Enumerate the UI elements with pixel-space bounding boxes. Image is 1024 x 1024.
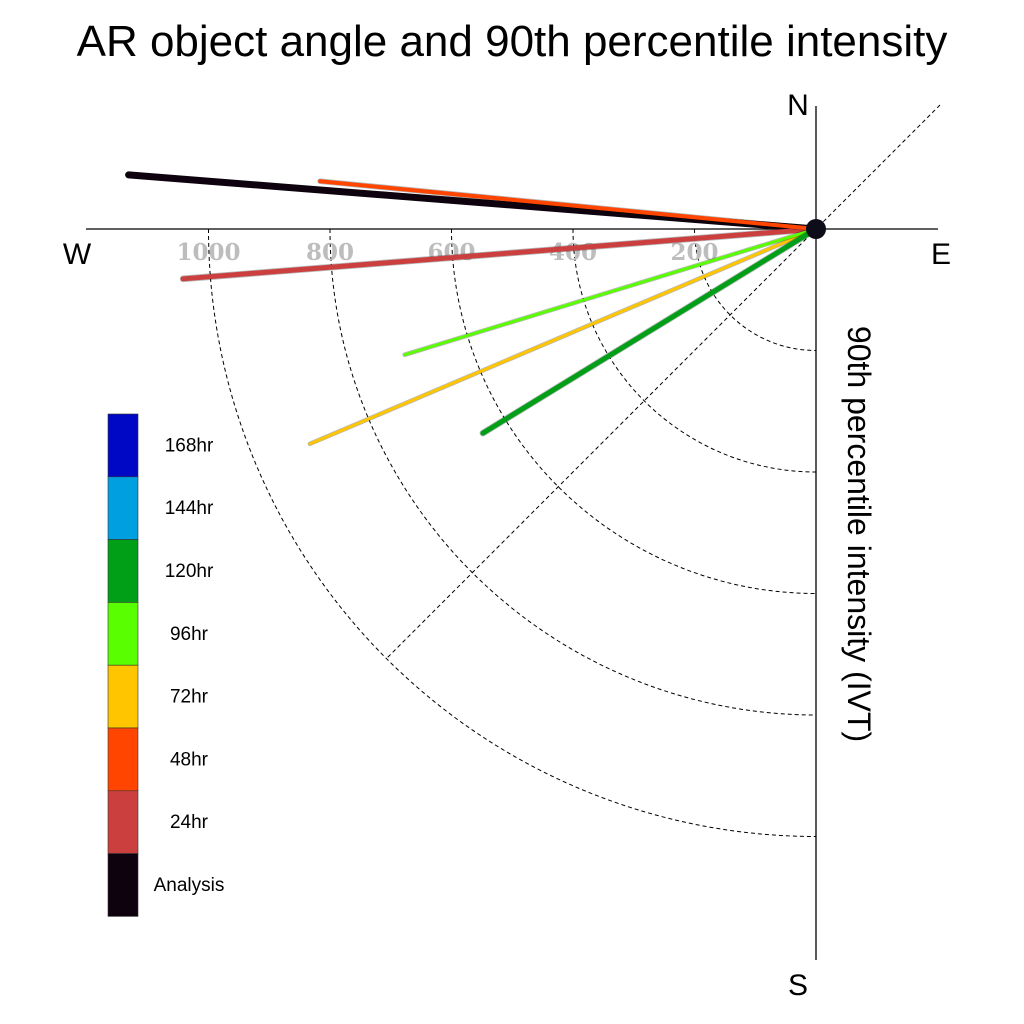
radial-tick-label-800: 800: [306, 239, 354, 266]
legend-label-72hr: 72hr: [170, 687, 209, 708]
chart-title: AR object angle and 90th percentile inte…: [77, 17, 948, 66]
radial-tick-label-400: 400: [549, 239, 597, 266]
legend-label-48hr: 48hr: [170, 749, 209, 770]
legend-swatch-96hr: [107, 602, 139, 666]
legend-label-168hr: 168hr: [165, 435, 214, 456]
grid-diagonal: [386, 104, 941, 659]
legend-label-24hr: 24hr: [170, 812, 209, 833]
origin: [806, 219, 826, 239]
grid-arc-1000: [208, 228, 817, 837]
series-line-analysis: [125, 171, 820, 233]
series-line-120hr: [480, 226, 819, 436]
legend-swatch-144hr: [107, 476, 139, 540]
compass-label-west: W: [63, 238, 92, 271]
series-line-24hr: [180, 226, 819, 282]
radial-tick-label-600: 600: [427, 239, 475, 266]
legend-swatch-120hr: [107, 539, 139, 603]
legend-swatch-24hr: [107, 790, 139, 854]
series-line-96hr: [403, 227, 818, 357]
y-axis-label: 90th percentile intensity (IVT): [841, 326, 877, 742]
compass-label-south: S: [788, 969, 808, 1002]
legend-swatch-analysis: [107, 853, 139, 917]
legend-swatch-72hr: [107, 664, 139, 729]
grid: [208, 104, 941, 837]
compass-labels: N S E W: [63, 89, 951, 1002]
legend-label-120hr: 120hr: [165, 561, 214, 582]
legend-label-144hr: 144hr: [165, 498, 214, 519]
legend-label-analysis: Analysis: [154, 875, 225, 896]
legend-swatch-168hr: [107, 413, 139, 478]
grid-arc-200: [694, 228, 817, 351]
legend-swatch-48hr: [107, 727, 139, 792]
legend-label-96hr: 96hr: [170, 624, 209, 645]
compass-label-north: N: [787, 89, 809, 122]
grid-arc-400: [572, 228, 817, 473]
compass-label-east: E: [931, 238, 951, 271]
series-line-48hr: [318, 179, 818, 231]
grid-arc-600: [451, 228, 817, 594]
radial-tick-label-1000: 1000: [176, 239, 240, 266]
legend: 168hr 144hr 120hr 96hr 72hr 48hr 24hr Analysis: [107, 413, 225, 917]
series-line-72hr: [308, 227, 818, 446]
origin-dot: [806, 219, 826, 239]
series-lines: [125, 171, 820, 447]
